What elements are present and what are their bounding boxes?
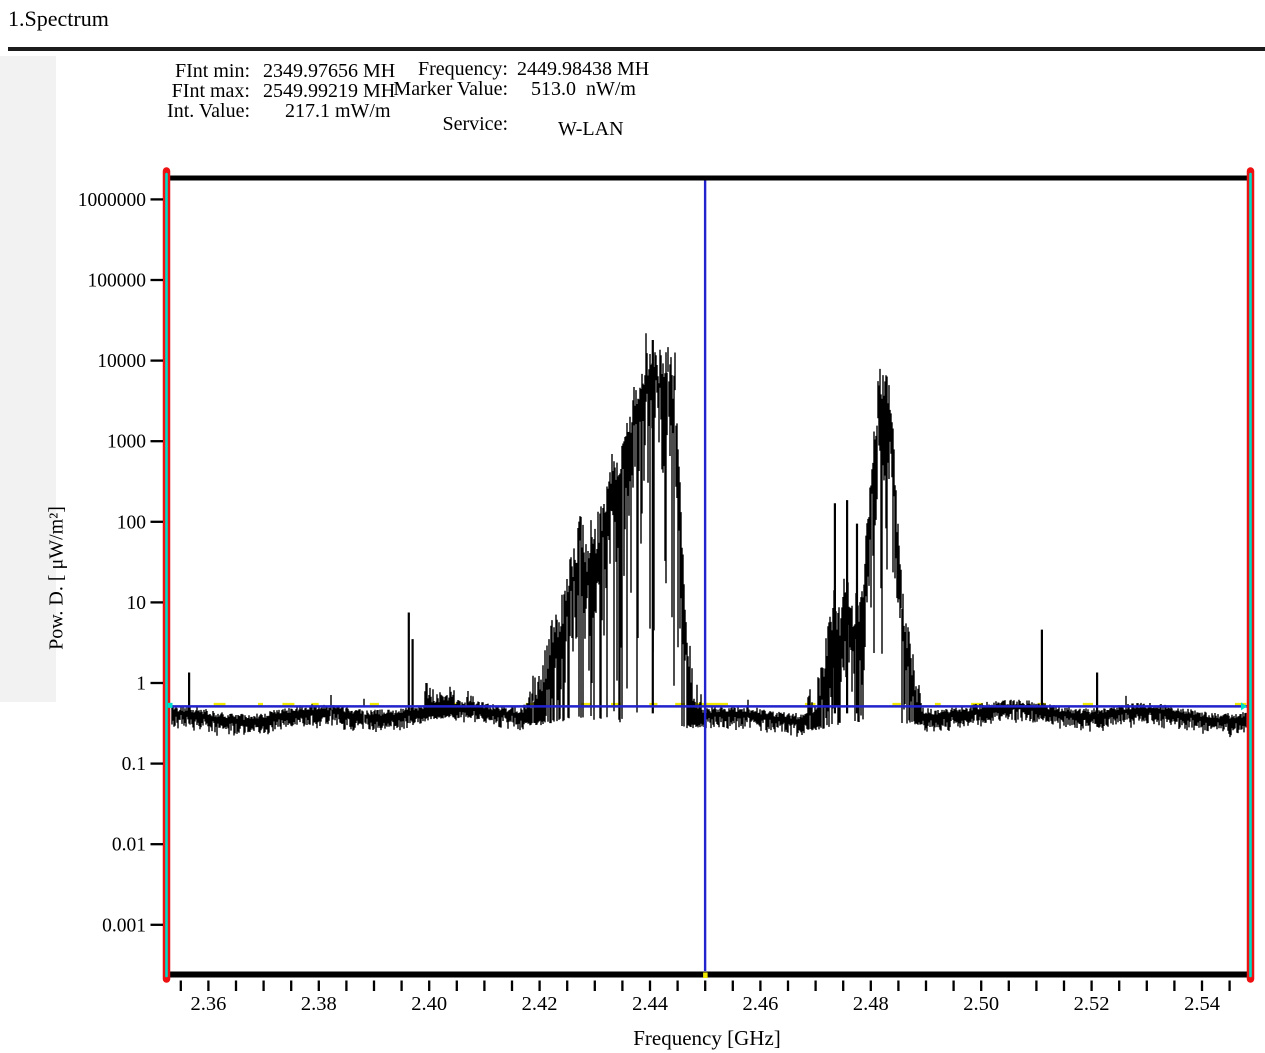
header-row-hl-2: Int. Value: 217.1 mW/m: [0, 101, 1265, 123]
x-axis-title: Frequency [GHz]: [633, 1026, 781, 1050]
y-tick-label: 0.1: [122, 754, 146, 775]
header-field-value: 2449.98438 MH: [517, 58, 650, 80]
edge-marker-right: [1241, 702, 1247, 711]
header-field-label: Frequency:: [418, 58, 508, 80]
y-tick-label: 100: [117, 512, 146, 533]
header-row-hr-1: Marker Value: 513.0 nW/m: [0, 79, 1265, 101]
x-tick-label: 2.50: [963, 993, 999, 1015]
y-tick-label: 0.001: [102, 915, 146, 936]
title-divider-rule: [8, 47, 1265, 51]
header-row-hl-0: FInt min: 2349.97656 MH: [0, 61, 1265, 83]
marker-axis-tick: [703, 972, 708, 978]
header-field-label: FInt max:: [171, 80, 250, 102]
x-tick-label: 2.54: [1184, 993, 1220, 1015]
header-row-hl-1: FInt max: 2549.99219 MH: [0, 81, 1265, 103]
left-margin-strip: [0, 56, 56, 702]
header-field-value: 2549.99219 MH: [263, 80, 396, 102]
header-field-label: FInt min:: [174, 60, 250, 82]
x-tick-label: 2.44: [632, 993, 668, 1015]
header-row-hr-2: Service: W-LAN: [0, 113, 1265, 140]
x-tick-label: 2.38: [301, 993, 337, 1015]
spectrum-trace: [171, 333, 1247, 738]
header-field-label: Service:: [442, 113, 508, 135]
plot-border-bottom: [170, 971, 1247, 978]
header-field-value: 2349.97656 MH: [263, 60, 396, 82]
x-tick-label: 2.42: [522, 993, 558, 1015]
y-tick-label: 10: [127, 593, 147, 614]
x-tick-label: 2.48: [853, 993, 889, 1015]
y-tick-label: 1000000: [78, 190, 146, 211]
edge-marker-left: [168, 702, 173, 708]
spectrum-spikes: [188, 340, 1099, 714]
y-tick-label: 0.01: [112, 835, 146, 856]
x-tick-label: 2.46: [742, 993, 778, 1015]
header-field-label: Int. Value:: [167, 100, 250, 122]
y-axis-title: Pow. D. [ μW/m²]: [45, 506, 68, 650]
y-tick-label: 10000: [97, 351, 146, 372]
y-tick-label: 1000: [107, 432, 146, 453]
page-title: 1.Spectrum: [8, 6, 109, 31]
x-tick-label: 2.52: [1074, 993, 1110, 1015]
y-tick-label: 100000: [88, 271, 147, 292]
x-tick-label: 2.40: [411, 993, 447, 1015]
x-tick-label: 2.36: [190, 993, 226, 1015]
header-row-hr-0: Frequency: 2449.98438 MH: [0, 59, 1265, 81]
header-field-label: Marker Value:: [393, 78, 508, 100]
y-tick-label: 1: [136, 674, 146, 695]
header-field-value: 513.0 nW/m: [531, 78, 636, 100]
header-field-value: W-LAN: [558, 118, 624, 140]
plot-border-top: [170, 175, 1247, 181]
header-field-value: 217.1 mW/m: [285, 100, 391, 122]
